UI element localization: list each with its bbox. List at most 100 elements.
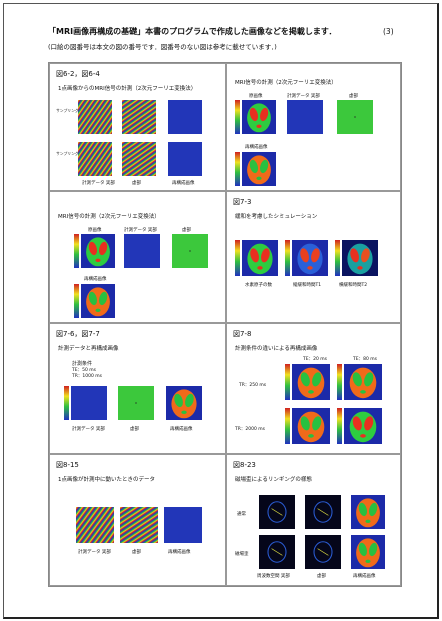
figure-image: [292, 408, 330, 444]
label: 虚部: [130, 427, 139, 432]
image-graphic: [76, 507, 114, 543]
figure-number: 図7-6，図7-7: [56, 330, 100, 338]
image-graphic: [81, 234, 115, 268]
figure-image: [122, 100, 156, 134]
label: 周波数空間 実部: [257, 574, 290, 579]
caption: 計測条件の違いによる再構成画像: [235, 346, 318, 352]
caption: 1点画像からのMRI信号の計測（2次元フーリエ変換法）: [58, 86, 197, 92]
label: 虚部: [349, 94, 358, 99]
image-graphic: [235, 152, 240, 186]
figure-image: [235, 100, 240, 134]
figure-image: [292, 364, 330, 400]
figure-image: [342, 240, 378, 276]
image-graphic: [259, 535, 295, 569]
panel: 図8-23 磁場歪によるリンギングの様態 通常 磁場歪 周波数空間 実部 虚部 …: [226, 454, 401, 586]
image-graphic: [74, 234, 79, 268]
label: 原画像: [88, 228, 102, 233]
figure-image: [124, 234, 160, 268]
figure-image: [74, 284, 79, 318]
figure-grid: 図6-2，図6-4 1点画像からのMRI信号の計測（2次元フーリエ変換法） サン…: [48, 62, 402, 587]
figure-image: [81, 234, 115, 268]
panel: MRI信号の計測（2次元フーリエ変換法） 原画像 計測データ 実部 虚部 再構成…: [226, 63, 401, 191]
image-graphic: [172, 234, 208, 268]
figure-image: [337, 100, 373, 134]
image-graphic: [344, 408, 382, 444]
figure-image: [305, 535, 341, 569]
label: TR：250 ms: [239, 383, 267, 388]
image-graphic: [235, 240, 240, 276]
label: 虚部: [132, 550, 141, 555]
image-graphic: [337, 364, 342, 400]
label: 虚部: [182, 228, 191, 233]
label: 再構成画像: [84, 277, 107, 282]
image-graphic: [285, 408, 290, 444]
figure-image: [351, 495, 385, 529]
page-frame: [3, 3, 439, 619]
figure-image: [344, 408, 382, 444]
label: TE：80 ms: [353, 357, 377, 362]
condition: TR：1000 ms: [72, 374, 102, 379]
figure-image: [305, 495, 341, 529]
figure-image: [122, 142, 156, 176]
label: 虚部: [317, 574, 326, 579]
figure-number: 図6-2，図6-4: [56, 70, 100, 78]
figure-number: 図8-23: [233, 461, 256, 469]
label: 横緩和時間T2: [339, 283, 368, 288]
image-graphic: [285, 364, 290, 400]
image-graphic: [168, 100, 202, 134]
condition: TE：50 ms: [72, 368, 96, 373]
image-graphic: [292, 364, 330, 400]
label: 水素原子の数: [245, 283, 272, 288]
figure-image: [168, 100, 202, 134]
panel: 図7-8 計測条件の違いによる再構成画像 TE：20 ms TE：80 ms T…: [226, 323, 401, 454]
figure-image: [344, 364, 382, 400]
label: 縦緩和時間T1: [293, 283, 322, 288]
header-note: (口絵の図番号は本文の図の番号です．図番号のない図は参考に載せています．): [48, 43, 277, 51]
label: 再構成画像: [168, 550, 191, 555]
image-graphic: [122, 100, 156, 134]
image-graphic: [166, 386, 202, 420]
image-graphic: [122, 142, 156, 176]
figure-image: [259, 535, 295, 569]
figure-image: [71, 386, 107, 420]
label: TE：20 ms: [303, 357, 327, 362]
figure-image: [118, 386, 154, 420]
figure-image: [64, 386, 69, 420]
figure-image: [168, 142, 202, 176]
panel: 図6-2，図6-4 1点画像からのMRI信号の計測（2次元フーリエ変換法） サン…: [49, 63, 226, 191]
label: 再構成画像: [172, 181, 195, 186]
image-graphic: [337, 408, 342, 444]
label: 通常: [237, 512, 246, 517]
figure-image: [337, 364, 342, 400]
figure-image: [74, 234, 79, 268]
image-graphic: [285, 240, 290, 276]
figure-image: [351, 535, 385, 569]
label: 虚部: [132, 181, 141, 186]
image-graphic: [337, 100, 373, 134]
image-graphic: [78, 142, 112, 176]
image-graphic: [64, 386, 69, 420]
figure-image: [285, 240, 290, 276]
page-number: (3): [383, 27, 394, 36]
panel: MRI信号の計測（2次元フーリエ変換法） 原画像 計測データ 実部 虚部 再構成…: [49, 191, 226, 323]
label: 計測データ 実部: [78, 550, 111, 555]
figure-image: [164, 507, 202, 543]
image-graphic: [287, 100, 323, 134]
figure-image: [172, 234, 208, 268]
figure-image: [259, 495, 295, 529]
figure-image: [292, 240, 328, 276]
figure-image: [235, 152, 240, 186]
figure-image: [285, 408, 290, 444]
image-graphic: [242, 152, 276, 186]
label: 再構成画像: [353, 574, 376, 579]
label: 計測データ 実部: [72, 427, 105, 432]
image-graphic: [342, 240, 378, 276]
header-title: 「MRI画像再構成の基礎」本書のプログラムで作成した画像などを掲載します．: [48, 27, 337, 36]
image-graphic: [168, 142, 202, 176]
figure-image: [335, 240, 340, 276]
label: 計測データ 実部: [124, 228, 157, 233]
figure-image: [242, 152, 276, 186]
image-graphic: [259, 495, 295, 529]
image-graphic: [351, 535, 385, 569]
